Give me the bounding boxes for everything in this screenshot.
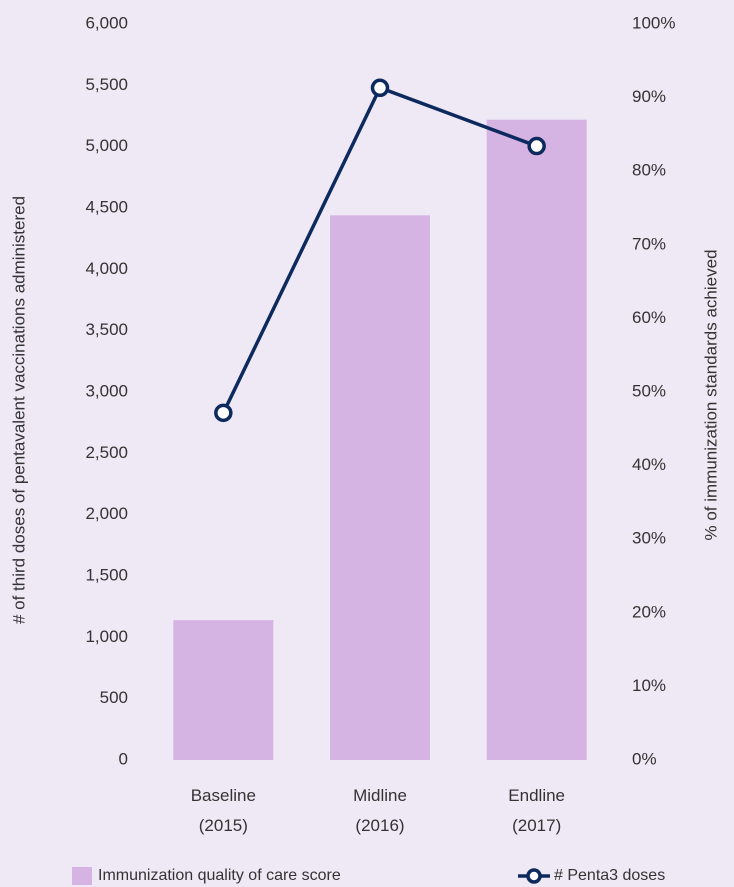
y-tick-label: 1,500 [85,565,128,584]
y2-tick-label: 100% [632,13,675,32]
y-tick-label: 2,500 [85,443,128,462]
y2-tick-label: 90% [632,87,666,106]
y-tick-label: 5,500 [85,75,128,94]
x-tick-label-line: (2015) [199,816,248,835]
bar [330,215,430,761]
y2-tick-label: 50% [632,381,666,400]
legend-label: # Penta3 doses [554,867,665,884]
y-tick-label: 0 [119,749,128,768]
y2-tick-label: 10% [632,676,666,695]
y-tick-label: 3,500 [85,320,128,339]
y-tick-label: 4,000 [85,259,128,278]
bar [486,119,587,761]
legend-swatch [72,867,92,885]
line-marker [370,78,390,98]
x-tick-label-line: Endline [508,786,565,805]
y-tick-label: 500 [100,688,128,707]
y2-tick-label: 20% [632,602,666,621]
y-tick-label: 5,000 [85,136,128,155]
y-tick-label: 3,000 [85,381,128,400]
x-tick-label-line: Midline [353,786,407,805]
y2-tick-label: 70% [632,234,666,253]
y-tick-label: 1,000 [85,627,128,646]
bar [173,620,274,760]
y-tick-label: 2,000 [85,504,128,523]
legend-marker [526,868,542,884]
x-tick-label-line: (2017) [512,816,561,835]
y-tick-label: 6,000 [85,13,128,32]
y2-axis-title: % of immunization standards achieved [701,249,720,540]
x-tick-label: Endline (2017) [508,786,565,835]
x-tick-label: Midline (2016) [353,786,407,835]
y2-tick-label: 40% [632,455,666,474]
y-tick-label: 4,500 [85,197,128,216]
line-marker [527,136,546,156]
x-tick-label: Baseline (2015) [191,786,256,835]
line-marker [214,403,233,423]
x-tick-label-line: (2016) [355,816,404,835]
y2-tick-label: 80% [632,161,666,180]
y2-tick-label: 60% [632,308,666,327]
y2-tick-label: 30% [632,529,666,548]
y-axis-title: # of third doses of pentavalent vaccinat… [9,196,28,624]
legend-label: Immunization quality of care score [98,867,341,884]
y2-tick-label: 0% [632,749,657,768]
x-tick-label-line: Baseline [191,786,256,805]
